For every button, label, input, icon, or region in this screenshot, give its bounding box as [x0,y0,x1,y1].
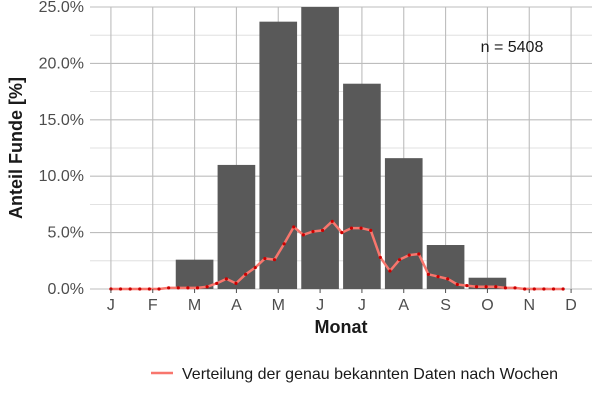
x-tick-label: A [398,297,409,314]
weekly-point [542,287,546,291]
weekly-point [263,256,267,261]
weekly-point [494,285,498,289]
weekly-point [292,225,296,229]
y-tick-label: 20.0% [39,55,84,72]
y-tick-label: 25.0% [39,0,84,16]
weekly-point [330,219,334,223]
weekly-point [244,272,248,276]
weekly-point [503,286,508,290]
bar [259,21,298,289]
weekly-point [349,226,354,230]
weekly-point [176,286,180,290]
x-tick-label: J [107,297,115,314]
annotation-n: n = 5408 [481,39,544,56]
weekly-point [474,285,479,289]
y-tick-label: 5.0% [48,225,84,242]
bar [217,164,256,289]
y-tick-label: 10.0% [39,168,84,185]
x-tick-label: M [188,297,201,314]
bar [426,245,465,289]
bar-series [175,7,549,289]
weekly-point [224,277,228,281]
weekly-point [455,282,459,287]
weekly-line [110,220,564,291]
bar [175,259,214,289]
weekly-point [417,252,421,256]
weekly-point [369,228,373,232]
legend: Verteilung der genau bekannten Daten nac… [151,366,558,383]
bar [384,158,423,289]
y-axis-title: Anteil Funde [%] [6,77,26,219]
weekly-point [532,287,536,291]
weekly-point [561,287,565,291]
y-tick-label: 15.0% [39,112,84,129]
x-tick-label: N [523,297,535,314]
weekly-point [446,277,450,281]
weekly-point [138,287,142,291]
x-tick-label: F [148,297,158,314]
weekly-point [253,265,257,270]
weekly-point [205,285,209,289]
weekly-point [397,258,402,262]
weekly-point [551,287,556,291]
weekly-point [436,274,440,279]
weekly-point [378,255,382,260]
weekly-point [128,287,132,291]
bar [301,7,339,289]
weekly-point [465,284,469,288]
weekly-point [388,269,392,273]
weekly-point [167,286,171,290]
weekly-point [340,231,344,235]
weekly-point [311,229,315,234]
weekly-point [407,253,411,257]
x-tick-label: D [565,297,577,314]
weekly-point [186,286,190,290]
weekly-point [272,258,277,262]
weekly-point [359,226,363,230]
bar [343,83,381,289]
weekly-point [426,272,431,276]
weekly-point [282,242,286,246]
weekly-point [301,233,305,237]
y-tick-label: 0.0% [48,281,84,298]
bar [468,277,507,289]
weekly-point [234,281,238,285]
weekly-point [484,285,488,289]
x-tick-label: O [481,297,493,314]
legend-label: Verteilung der genau bekannten Daten nac… [182,366,558,383]
weekly-point [118,287,123,291]
x-tick-label: J [358,297,366,314]
x-axis-title: Monat [315,317,368,337]
x-tick-label: M [272,297,285,314]
weekly-point [513,286,517,290]
weekly-line-series [109,219,565,291]
y-tick-labels: 0.0% 5.0% 10.0% 15.0% 20.0% 25.0% [39,0,84,298]
weekly-point [147,287,152,291]
x-tick-label: A [231,297,242,314]
x-tick-label: S [440,297,451,314]
weekly-point [195,286,200,290]
weekly-point [215,281,219,285]
weekly-point [320,228,325,232]
weekly-point [157,287,161,291]
x-tick-label: J [316,297,324,314]
weekly-point [523,287,527,291]
